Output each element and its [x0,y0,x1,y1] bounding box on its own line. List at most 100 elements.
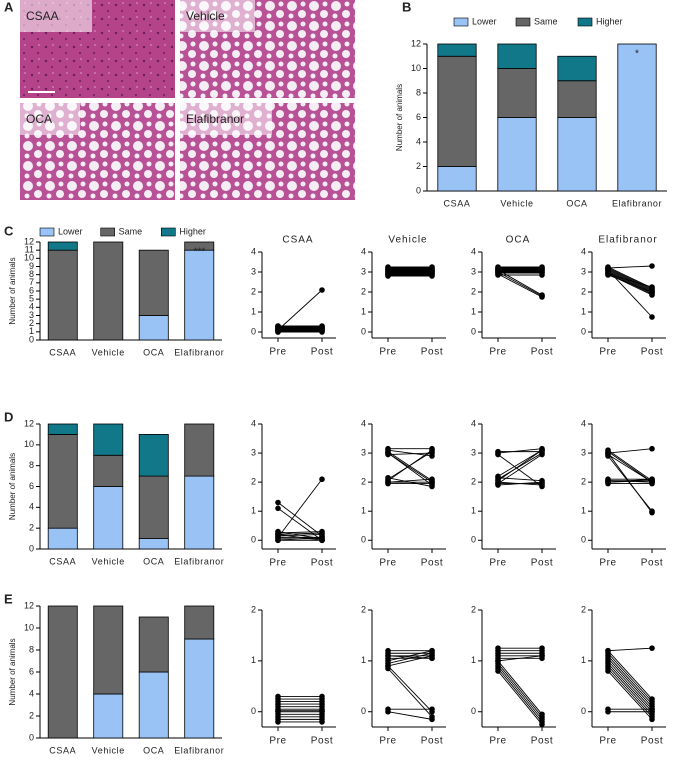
pair-line [607,658,653,707]
point [319,707,325,714]
y-tick-label: 10 [24,253,34,263]
x-tick-label: Pre [599,347,616,358]
y-tick-label: 0 [581,326,586,336]
pair-line [387,650,433,662]
bar-segment [437,55,477,167]
y-tick-label: 8 [29,460,34,470]
point [649,284,655,290]
image-label: Elafibranor [186,112,244,126]
y-tick-label: 4 [361,246,366,256]
bar-segment [138,538,169,550]
pair-line [387,272,433,275]
x-tick-label: Pre [269,736,286,747]
y-tick-label: 0 [251,326,256,336]
point [495,267,501,273]
y-tick-label: 8 [29,644,34,654]
point [605,271,611,277]
pair-line [607,448,653,454]
y-tick-label: 2 [471,604,476,614]
pair-line [607,665,653,715]
pair-line [387,269,433,272]
pair-line [497,449,543,482]
x-tick-label: Vehicle [92,745,125,755]
pair-line [387,452,433,455]
point [275,505,281,512]
x-tick-label: Pre [379,558,396,569]
point [429,716,435,723]
y-tick-label: 11 [25,245,34,255]
point [649,509,655,516]
y-tick-label: 0 [29,732,34,742]
point [385,271,391,277]
x-tick-label: Elafibranor [174,556,224,566]
bar-segment [184,638,215,739]
y-tick-label: 5 [29,294,34,304]
point [275,499,281,506]
y-tick-label: 6 [29,666,34,676]
panel-a: A CSAA Vehicle OCA Elafibranor [4,0,355,200]
bar-segment [93,241,124,341]
y-tick-label: 1 [361,506,366,516]
y-tick-label: 2 [581,286,586,296]
pair-line [277,478,323,538]
point [385,267,391,273]
y-tick-label: 0 [251,535,256,545]
y-tick-label: 0 [416,185,421,195]
y-tick-label: 0 [471,535,476,545]
point [385,450,391,456]
legend-label: Lower [472,16,497,26]
pair-line [497,481,543,486]
x-tick-label: Pre [269,347,286,358]
y-tick-label: 3 [251,447,256,457]
y-axis-label: Number of animals [8,257,17,324]
label-box [180,0,255,32]
bar-segment [184,423,215,477]
point [275,537,281,544]
pair-line [277,502,323,537]
point [605,668,611,674]
chart-title: Vehicle [388,235,427,246]
y-tick-label: 12 [411,38,421,48]
point [429,264,435,270]
legend-swatch [100,227,115,237]
pair-line [497,663,543,718]
chart-title: OCA [506,235,531,246]
pair-line [387,665,433,713]
y-tick-label: 4 [29,302,34,312]
y-tick-label: 3 [251,266,256,276]
point [429,445,435,452]
y-tick-label: 4 [251,246,256,256]
pair-line [277,289,323,331]
x-tick-label: Pre [489,347,506,358]
bar-segment [47,249,78,341]
y-tick-label: 0 [251,706,256,716]
point [539,447,545,453]
y-tick-label: 4 [471,418,476,428]
legend-label: Same [119,226,143,236]
point [319,693,325,700]
point [319,537,325,544]
point [319,476,325,483]
point [319,325,325,331]
pair-line [277,534,323,541]
x-tick-label: Post [421,558,443,569]
y-tick-label: 2 [416,161,421,171]
y-tick-label: 2 [251,286,256,296]
point [275,323,281,329]
point [319,287,325,293]
bar-segment [47,423,78,435]
y-tick-label: 0 [361,326,366,336]
legend-label: Same [534,16,558,26]
pair-line [497,454,543,487]
bar-segment [437,166,477,192]
y-tick-label: 1 [361,655,366,665]
pair-line [607,451,653,483]
legend-swatch [453,17,469,27]
legend-swatch [161,227,176,237]
panel-letter: C [4,223,14,238]
pair-line [607,660,653,710]
chart-title: Elafibranor [598,235,657,246]
bar-segment [47,527,78,550]
point [649,314,655,320]
label-box [20,0,92,32]
